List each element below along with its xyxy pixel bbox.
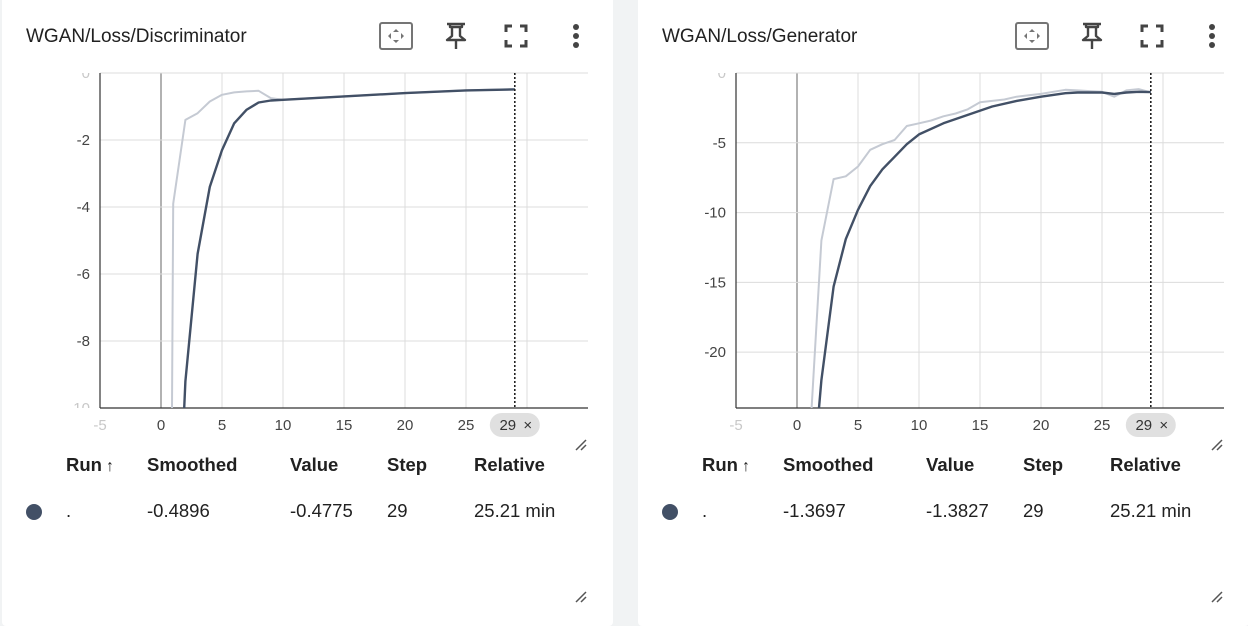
x-tick-label: 0 [157, 417, 165, 434]
value-cell: -0.4775 [290, 500, 353, 521]
y-tick-label: -2 [77, 132, 90, 149]
fit-domain-icon[interactable] [378, 18, 414, 54]
smoothed-column-header[interactable]: Smoothed [783, 454, 874, 475]
relative-column-header[interactable]: Relative [1110, 454, 1181, 475]
table-row: . -1.3697 -1.3827 29 25.21 min [662, 488, 1191, 522]
step-badge-background [489, 413, 540, 437]
scalar-card-generator: WGAN/Loss/Generator -5051015202530-5-10-… [638, 0, 1248, 626]
raw-series-line [171, 88, 515, 408]
y-tick-label: 0 [82, 65, 90, 82]
color-column-header [662, 454, 702, 488]
run-cell: . [66, 500, 72, 521]
run-color-cell [26, 488, 66, 522]
run-column-header[interactable]: Run ↑ [702, 454, 750, 475]
y-tick-label: -20 [704, 344, 726, 361]
fullscreen-icon[interactable] [1134, 18, 1170, 54]
run-table: Run ↑ Smoothed Value Step Relative . -1.3… [662, 454, 1191, 522]
value-column-header[interactable]: Value [926, 454, 975, 475]
x-tick-label: -5 [93, 417, 106, 434]
y-tick-label: 0 [718, 65, 726, 82]
card-title: WGAN/Loss/Generator [662, 26, 858, 47]
x-tick-label: 20 [397, 417, 414, 434]
resize-handle-icon[interactable] [1210, 590, 1224, 604]
relative-column-header[interactable]: Relative [474, 454, 545, 475]
relative-cell: 25.21 min [474, 500, 556, 521]
pin-icon[interactable] [438, 18, 474, 54]
more-vert-icon[interactable] [558, 18, 594, 54]
step-cell: 29 [1023, 500, 1044, 521]
y-tick-label: -6 [77, 266, 90, 283]
run-cell: . [702, 500, 708, 521]
fit-domain-icon[interactable] [1014, 18, 1050, 54]
x-tick-label: 15 [972, 417, 989, 434]
smoothed-cell: -0.4896 [147, 500, 210, 521]
step-cell: 29 [387, 500, 408, 521]
pin-icon[interactable] [1074, 18, 1110, 54]
smoothed-cell: -1.3697 [783, 500, 846, 521]
y-tick-label: -4 [77, 199, 90, 216]
x-tick-label: -5 [729, 417, 742, 434]
step-badge[interactable]: 29 × [489, 413, 540, 437]
arrow-up-icon: ↑ [105, 458, 114, 475]
table-header-row: Run ↑ Smoothed Value Step Relative [26, 454, 555, 488]
table-row: . -0.4896 -0.4775 29 25.21 min [26, 488, 555, 522]
run-column-header[interactable]: Run ↑ [66, 454, 114, 475]
y-tick-label: -15 [704, 274, 726, 291]
close-icon[interactable]: × [1159, 417, 1168, 434]
smoothed-series-line [817, 90, 1151, 408]
more-vert-icon[interactable] [1194, 18, 1230, 54]
x-tick-label: 25 [1094, 417, 1111, 434]
value-cell: -1.3827 [926, 500, 989, 521]
x-tick-label: 25 [458, 417, 475, 434]
step-column-header[interactable]: Step [387, 454, 428, 475]
smoothed-series-line [183, 88, 515, 408]
close-icon[interactable]: × [523, 417, 532, 434]
run-color-swatch [662, 504, 678, 521]
scalar-card-discriminator: WGAN/Loss/Discriminator -5051015202530-2… [2, 0, 613, 626]
resize-handle-icon[interactable] [1210, 438, 1224, 452]
y-tick-label: -8 [77, 333, 90, 350]
step-badge-label: 29 [1135, 417, 1152, 434]
x-tick-label: 0 [793, 417, 801, 434]
card-title: WGAN/Loss/Discriminator [26, 26, 247, 47]
step-badge-label: 29 [499, 417, 516, 434]
step-badge[interactable]: 29 × [1125, 413, 1176, 437]
fullscreen-icon[interactable] [498, 18, 534, 54]
arrow-up-icon: ↑ [741, 458, 750, 475]
x-tick-label: 10 [275, 417, 292, 434]
step-column-header[interactable]: Step [1023, 454, 1064, 475]
y-tick-label: -5 [713, 135, 726, 152]
y-tick-label: -10 [704, 205, 726, 222]
resize-handle-icon[interactable] [574, 438, 588, 452]
resize-handle-icon[interactable] [574, 590, 588, 604]
x-tick-label: 5 [218, 417, 226, 434]
run-table: Run ↑ Smoothed Value Step Relative . -0.4… [26, 454, 555, 522]
relative-cell: 25.21 min [1110, 500, 1192, 521]
value-column-header[interactable]: Value [290, 454, 339, 475]
y-tick-label: -10 [68, 400, 90, 417]
x-tick-label: 20 [1033, 417, 1050, 434]
color-column-header [26, 454, 66, 488]
smoothed-column-header[interactable]: Smoothed [147, 454, 238, 475]
table-header-row: Run ↑ Smoothed Value Step Relative [662, 454, 1191, 488]
x-tick-label: 10 [911, 417, 928, 434]
x-tick-label: 5 [854, 417, 862, 434]
raw-series-line [810, 88, 1152, 408]
run-color-swatch [26, 504, 42, 521]
x-tick-label: 15 [336, 417, 353, 434]
step-badge-background [1125, 413, 1176, 437]
run-color-cell [662, 488, 702, 522]
